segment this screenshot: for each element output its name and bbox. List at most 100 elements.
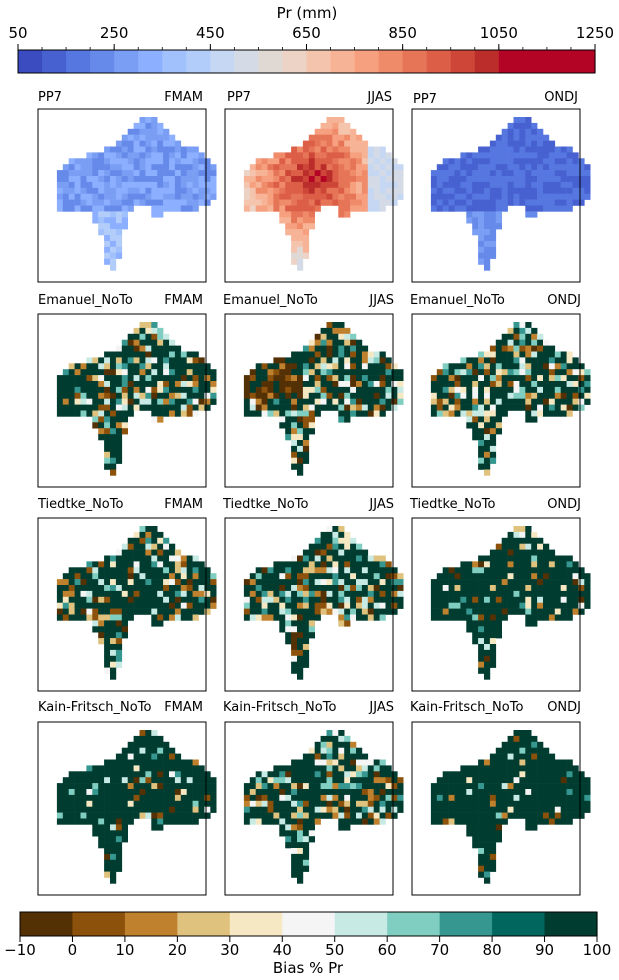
map-grid-cell — [478, 649, 485, 657]
map-grid-cell — [548, 187, 556, 194]
map-grid-cell — [243, 404, 251, 411]
map-grid-cell — [332, 375, 339, 382]
map-grid-cells — [56, 730, 217, 884]
map-grid-cell — [285, 561, 292, 568]
map-grid-cell — [139, 608, 146, 615]
map-grid-cell — [68, 386, 75, 394]
map-grid-cell — [174, 783, 182, 790]
map-grid-cell — [157, 176, 164, 183]
map-grid-cell — [139, 369, 146, 376]
map-grid-cell — [291, 771, 298, 778]
map-grid-cell — [507, 158, 514, 165]
map-grid-cell — [519, 555, 526, 562]
map-grid-cell — [139, 585, 146, 592]
map-grid-cell — [513, 585, 520, 592]
map-grid-cell — [373, 573, 380, 580]
map-grid-cell — [186, 783, 193, 790]
map-grid-cell — [249, 404, 256, 411]
map-grid-cell — [115, 422, 123, 429]
map-grid-cell — [174, 187, 182, 194]
map-grid-cell — [367, 812, 374, 819]
map-grid-cell — [326, 596, 333, 603]
map-grid-cell — [285, 422, 292, 429]
map-grid-cell — [373, 561, 380, 568]
map-grid-cell — [478, 176, 485, 183]
map-grid-cell — [133, 777, 140, 784]
map-grid-cell — [151, 579, 158, 586]
map-grid-cell — [302, 759, 310, 766]
map-grid-cell — [320, 369, 327, 376]
map-grid-cell — [391, 567, 398, 574]
map-grid-cell — [478, 152, 485, 159]
map-grid-cell — [157, 128, 164, 135]
map-grid-cell — [454, 392, 461, 399]
map-grid-cell — [472, 217, 479, 224]
map-grid-cell — [397, 398, 404, 405]
map-grid-cell — [169, 585, 176, 592]
map-grid-cell — [145, 199, 152, 206]
map-grid-cell — [484, 434, 491, 441]
map-grid-cell — [121, 573, 128, 580]
map-grid-cell — [489, 555, 497, 562]
map-grid-cell — [344, 531, 351, 539]
map-grid-cell — [472, 561, 479, 568]
map-grid-cell — [157, 794, 164, 802]
map-grid-cell — [566, 602, 573, 609]
map-grid-cell — [320, 128, 327, 135]
map-grid-cell — [554, 561, 561, 568]
map-grid-cell — [115, 381, 123, 388]
map-grid-cell — [110, 158, 117, 165]
map-grid-cell — [121, 626, 128, 633]
map-grid-cell — [157, 759, 164, 766]
map-grid-cell — [151, 152, 158, 159]
map-grid-cell — [466, 777, 473, 784]
map-grid-cell — [560, 398, 567, 405]
map-grid-cell — [279, 830, 286, 837]
map-grid-cell — [513, 812, 520, 819]
map-grid-cell — [74, 363, 81, 370]
map-grid-cell — [139, 363, 146, 370]
map-grid-cell — [350, 205, 357, 212]
map-grid-cell — [302, 381, 310, 388]
map-grid-cell — [501, 753, 508, 760]
map-grid-cell — [466, 211, 473, 218]
map-grid-cell — [291, 853, 298, 861]
map-grid-cell — [121, 170, 128, 177]
map-grid-cell — [163, 386, 170, 394]
map-grid-cell — [543, 800, 550, 807]
map-grid-cell — [495, 152, 502, 159]
map-grid-cell — [525, 741, 532, 748]
map-grid-cell — [192, 573, 199, 580]
map-grid-cell — [145, 369, 152, 376]
map-grid-cell — [115, 824, 123, 831]
map-grid-cell — [548, 375, 556, 382]
map-grid-cell — [98, 818, 105, 825]
map-grid-cell — [157, 386, 164, 394]
map-grid-cell — [466, 217, 473, 224]
map-grid-cell — [104, 392, 111, 399]
map-grid-cell — [192, 181, 199, 189]
map-grid-cell — [448, 777, 455, 784]
map-grid-cell — [448, 199, 455, 206]
map-grid-cell — [151, 170, 158, 177]
map-grid-cell — [267, 812, 274, 819]
map-grid-cell — [507, 741, 514, 748]
map-grid-cell — [466, 789, 473, 796]
map-grid-cell — [121, 217, 128, 224]
map-grid-cell — [86, 187, 93, 194]
map-grid-cell — [68, 375, 75, 382]
map-grid-cell — [367, 392, 374, 399]
bottom-colorbar-cell — [20, 912, 74, 936]
map-grid-cell — [180, 596, 187, 603]
map-grid-cell — [361, 806, 369, 813]
map-grid-cell — [525, 777, 532, 784]
map-grid-cell — [513, 134, 520, 141]
map-grid-cell — [350, 777, 357, 784]
map-grid-cell — [110, 661, 117, 668]
map-grid-cell — [174, 590, 182, 598]
map-grid-cell — [554, 410, 561, 417]
map-grid-cell — [285, 217, 292, 224]
map-grid-cell — [484, 800, 491, 807]
map-grid-cell — [314, 134, 321, 141]
map-grid-cell — [543, 555, 550, 562]
